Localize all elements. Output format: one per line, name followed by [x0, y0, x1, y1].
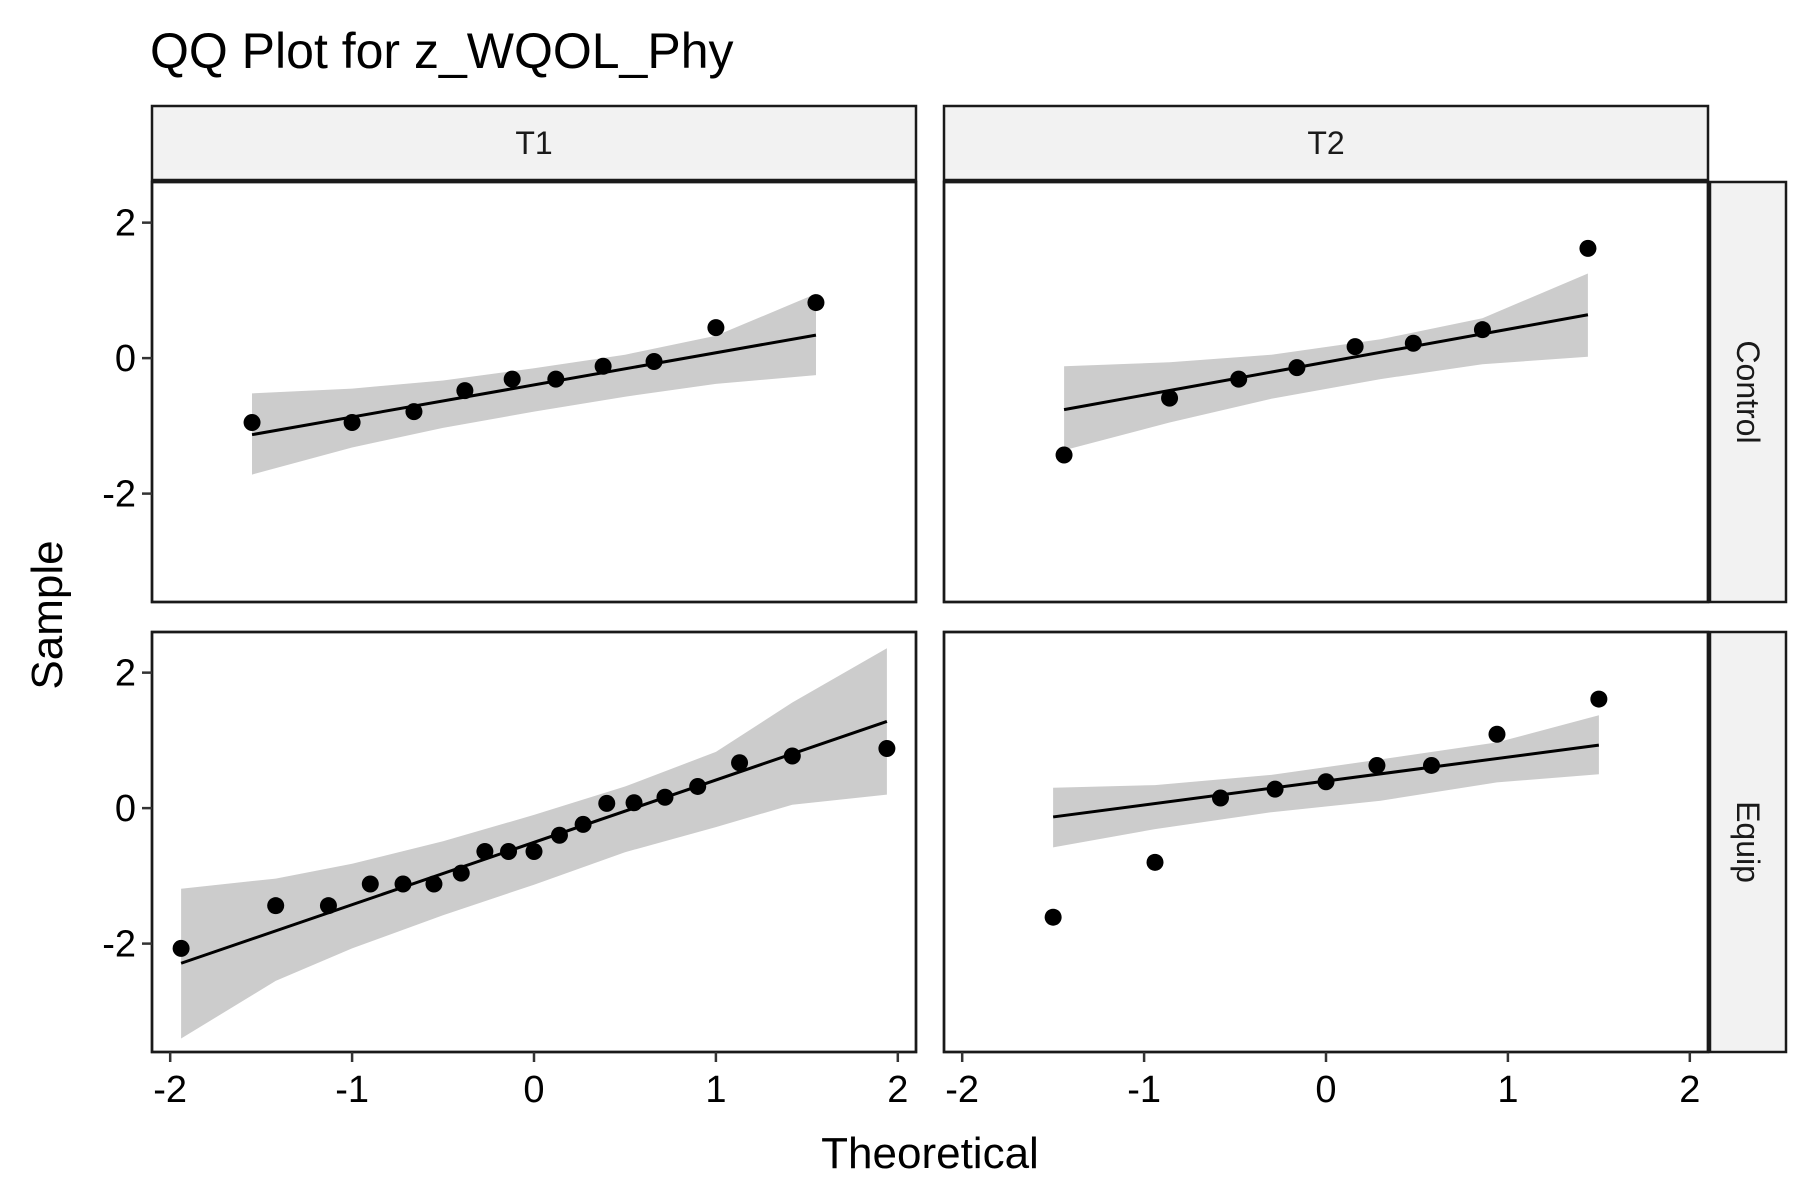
data-point: [1161, 389, 1179, 407]
y-tick-label: 2: [115, 653, 136, 695]
x-axis-title: Theoretical: [821, 1129, 1039, 1178]
data-point: [625, 794, 643, 812]
data-point: [319, 897, 337, 915]
data-point: [1146, 853, 1164, 871]
data-point: [525, 842, 543, 860]
y-tick-label: -2: [102, 474, 136, 516]
panel-border: [150, 180, 918, 604]
panel-control-t1: -2 0 2: [102, 180, 918, 604]
strip-col-t2: [942, 104, 1710, 182]
data-point: [656, 788, 674, 806]
data-point: [1423, 756, 1441, 774]
data-point: [500, 842, 518, 860]
strip-label-control: Control: [1730, 340, 1766, 443]
data-point: [783, 747, 801, 765]
y-tick-label: 0: [115, 338, 136, 380]
x-tick-label: 1: [705, 1069, 726, 1111]
strip-label-t2: T2: [1307, 125, 1344, 161]
y-axis-title: Sample: [23, 540, 72, 689]
strip-row-control: [1708, 180, 1788, 604]
data-point: [267, 897, 285, 915]
data-point: [731, 754, 749, 772]
reference-line: [1063, 313, 1589, 412]
data-point: [394, 875, 412, 893]
data-point: [878, 740, 896, 758]
x-tick-label: 0: [523, 1069, 544, 1111]
data-point: [1288, 359, 1306, 377]
data-point: [456, 382, 474, 400]
strip-row-equip: [1708, 630, 1788, 1054]
data-point: [574, 815, 592, 833]
data-point: [1044, 908, 1062, 926]
y-tick-label: 0: [115, 788, 136, 830]
reference-line: [180, 720, 888, 965]
data-point: [1055, 446, 1073, 464]
data-point: [476, 842, 494, 860]
data-point: [452, 864, 470, 882]
data-point: [707, 319, 725, 337]
data-point: [172, 939, 190, 957]
data-point: [1404, 334, 1422, 352]
data-point: [405, 403, 423, 421]
facet-grid: T1 T2 Control Equip -2 0 2 -2 0 2 -2 -1 0 1 2 -2 -1 0 1 2: [102, 104, 1788, 1111]
data-point: [1488, 725, 1506, 743]
x-tick-label: -1: [335, 1069, 369, 1111]
data-point: [1346, 338, 1364, 356]
x-tick-label: -2: [153, 1069, 187, 1111]
panel-equip-t1: -2 0 2 -2 -1 0 1 2: [102, 630, 918, 1111]
data-point: [1317, 773, 1335, 791]
data-point: [1266, 780, 1284, 798]
data-point: [689, 777, 707, 795]
data-point: [598, 794, 616, 812]
y-tick-label: 2: [115, 203, 136, 245]
chart-title: QQ Plot for z_WQOL_Phy: [150, 23, 734, 79]
data-point: [807, 294, 825, 312]
x-tick-label: 1: [1497, 1069, 1518, 1111]
data-point: [503, 370, 521, 388]
data-point: [343, 413, 361, 431]
x-tick-label: 2: [887, 1069, 908, 1111]
data-point: [547, 370, 565, 388]
strip-label-t1: T1: [515, 125, 552, 161]
x-tick-label: 2: [1679, 1069, 1700, 1111]
data-point: [361, 875, 379, 893]
data-point: [1230, 370, 1248, 388]
strip-col-t1: [150, 104, 918, 182]
x-tick-label: 0: [1315, 1069, 1336, 1111]
x-tick-label: -1: [1127, 1069, 1161, 1111]
data-point: [1590, 690, 1608, 708]
panel-equip-t2: -2 -1 0 1 2: [942, 630, 1710, 1111]
data-point: [594, 357, 612, 375]
panel-control-t2: [942, 180, 1710, 604]
data-point: [1473, 321, 1491, 339]
y-tick-label: -2: [102, 924, 136, 966]
data-point: [425, 875, 443, 893]
data-point: [550, 826, 568, 844]
panel-border: [942, 180, 1710, 604]
x-tick-label: -2: [945, 1069, 979, 1111]
strip-label-equip: Equip: [1730, 801, 1766, 883]
data-point: [243, 413, 261, 431]
data-point: [1211, 789, 1229, 807]
data-point: [645, 353, 663, 371]
data-point: [1368, 756, 1386, 774]
data-point: [1579, 239, 1597, 257]
